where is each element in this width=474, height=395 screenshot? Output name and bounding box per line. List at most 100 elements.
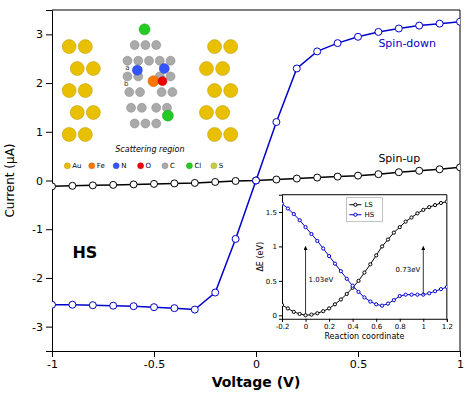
electrode-atom	[78, 127, 92, 141]
point	[375, 171, 382, 178]
tick: 0.5	[350, 351, 368, 371]
tick-label: 0.4	[348, 323, 360, 331]
electrode-atom	[86, 62, 100, 76]
point	[298, 312, 301, 315]
point	[304, 226, 307, 229]
point	[375, 303, 378, 306]
electrode-atom	[199, 106, 213, 120]
point	[363, 271, 366, 274]
molecule-atom	[145, 56, 154, 65]
tick: 0	[304, 319, 308, 331]
point	[293, 65, 300, 72]
tick-label: 0	[273, 312, 277, 320]
tick: 0.5	[266, 278, 282, 286]
point	[363, 296, 366, 299]
point	[439, 201, 442, 204]
point	[445, 200, 447, 203]
tick-mark	[46, 327, 52, 328]
tick-mark	[256, 351, 257, 357]
point	[357, 279, 360, 282]
electrode-atom	[86, 106, 100, 120]
point	[395, 169, 402, 176]
diagram-title: Scattering region	[115, 145, 184, 154]
annotation-arrow	[423, 246, 424, 294]
legend: LSHS	[346, 198, 382, 222]
electrode-atom	[78, 84, 92, 98]
y-axis: 0 0.5 1 1.5	[266, 195, 283, 320]
point	[292, 212, 295, 215]
tick: 1.2	[442, 319, 453, 331]
point	[355, 172, 362, 179]
point	[253, 177, 260, 184]
tick: -0.2	[276, 319, 290, 331]
tick-label: 1	[457, 358, 464, 371]
point	[433, 203, 436, 206]
point	[292, 310, 295, 313]
tick: 0.4	[348, 319, 360, 331]
annotation: b	[124, 80, 129, 88]
legend-marker	[354, 203, 357, 206]
point	[410, 216, 413, 219]
electrode-atom	[62, 127, 76, 141]
element-label: C	[170, 162, 175, 170]
annotation: 0.73eV	[396, 266, 421, 274]
point	[398, 226, 401, 229]
element-swatch	[89, 163, 95, 169]
point	[339, 270, 342, 273]
tick-label: 2	[36, 77, 43, 90]
point	[386, 302, 389, 305]
electrode-atom	[224, 40, 238, 54]
point	[351, 284, 354, 287]
point	[355, 33, 362, 40]
tick-label: 1	[273, 243, 277, 251]
point	[69, 182, 76, 189]
tick: -3	[32, 321, 52, 334]
tick-mark	[423, 319, 424, 322]
tick-label: -1	[47, 358, 58, 371]
y-axis: -3-2-10123	[32, 11, 52, 352]
y-axis-title: ΔE (eV)	[256, 242, 265, 272]
tick-mark	[46, 83, 52, 84]
point	[314, 48, 321, 55]
tick-label: 1.5	[266, 209, 277, 217]
x-axis: -1-0.500.51	[47, 351, 464, 371]
tick: 0.8	[395, 319, 406, 331]
tick: 0.2	[324, 319, 335, 331]
tick-mark	[46, 34, 52, 35]
point	[380, 304, 383, 307]
point	[232, 177, 239, 184]
point	[395, 25, 402, 32]
point	[89, 182, 96, 189]
tick-label: 0	[253, 358, 260, 371]
point	[191, 306, 198, 313]
point	[428, 292, 431, 295]
tick-mark	[353, 319, 354, 322]
tick-mark	[279, 315, 282, 316]
point	[428, 206, 431, 209]
molecule-atom	[136, 88, 145, 97]
tick-mark	[279, 212, 282, 213]
tick-mark	[358, 351, 359, 357]
point	[334, 40, 341, 47]
molecule-atom	[127, 103, 136, 112]
molecule-atom	[166, 72, 175, 81]
molecule-atom	[159, 64, 169, 74]
y-axis-title: Current (μA)	[3, 143, 17, 217]
point	[457, 18, 461, 25]
point	[316, 312, 319, 315]
tick-mark	[460, 351, 461, 357]
tick-mark	[279, 281, 282, 282]
tick: 2	[36, 77, 52, 90]
point	[110, 302, 117, 309]
annotation: HS	[72, 243, 97, 262]
tick: 1.5	[266, 209, 282, 217]
point	[380, 245, 383, 248]
electrode-atom	[78, 40, 92, 54]
point	[316, 239, 319, 242]
point	[333, 303, 336, 306]
element-swatch	[113, 163, 119, 169]
molecule-atom	[134, 56, 143, 65]
element-label: Cl	[194, 162, 201, 170]
electrode-atom	[224, 127, 238, 141]
point	[232, 235, 239, 242]
